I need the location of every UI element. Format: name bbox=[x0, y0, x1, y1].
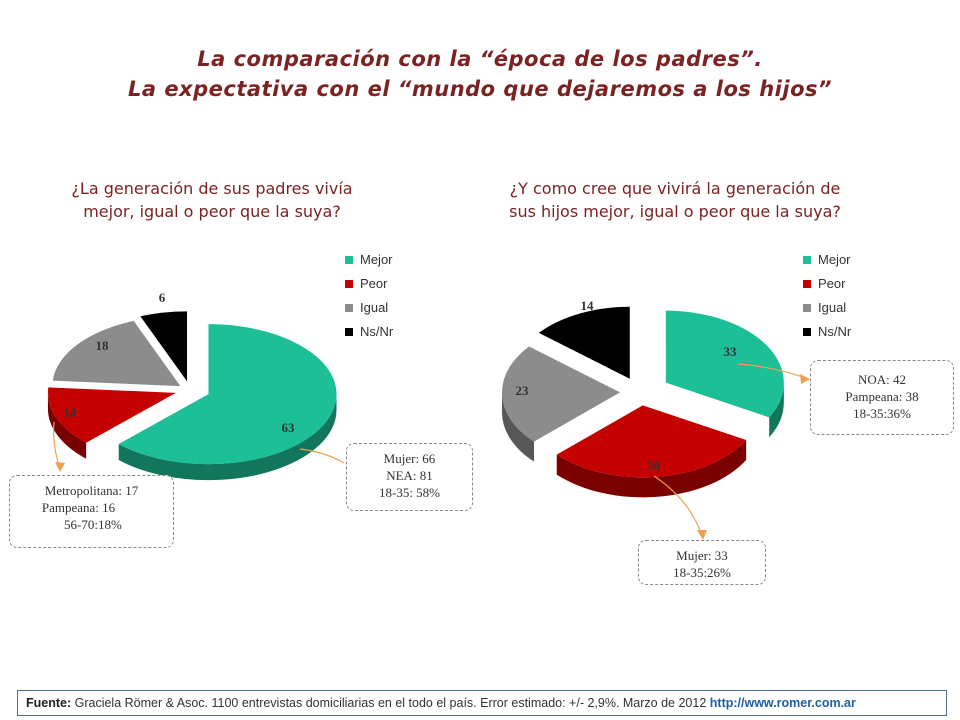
pie-chart-right: 33 30 23 14 Mejor Peor Igual Ns/Nr bbox=[502, 252, 852, 498]
chart-right-question: ¿Y como cree que vivirá la generación de… bbox=[509, 179, 841, 221]
arrow-head bbox=[697, 530, 707, 540]
arrow-left-mejor bbox=[299, 448, 345, 464]
arrow-right-peor bbox=[653, 475, 703, 537]
footer-url[interactable]: http://www.romer.com.ar bbox=[709, 696, 856, 710]
footer-label: Fuente: bbox=[26, 696, 72, 710]
pie-slice-igual: 18 bbox=[52, 320, 181, 387]
pie-value-label: 33 bbox=[724, 344, 738, 359]
pie-slice-top bbox=[118, 324, 337, 465]
legend-label: Mejor bbox=[360, 252, 393, 267]
pie-slice-top bbox=[538, 306, 630, 379]
legend-swatch bbox=[803, 328, 811, 336]
source-footer: Fuente: Graciela Römer & Asoc. 1100 entr… bbox=[17, 690, 947, 716]
arrow-head bbox=[800, 374, 810, 384]
arrow-right-mejor bbox=[737, 363, 807, 379]
callout-left-peor: Metropolitana: 17 Pampeana: 16 56-70:18% bbox=[9, 475, 174, 548]
callout-right-mejor: NOA: 42 Pampeana: 38 18-35:36% bbox=[810, 360, 954, 435]
legend-label: Ns/Nr bbox=[360, 324, 394, 339]
legend-swatch bbox=[803, 304, 811, 312]
pie-value-label: 14 bbox=[581, 298, 595, 313]
legend-label: Ns/Nr bbox=[818, 324, 852, 339]
pie-value-label: 23 bbox=[516, 383, 530, 398]
pie-slice-side bbox=[47, 392, 87, 459]
pie-slice-side bbox=[502, 392, 534, 462]
pie-slice-peor: 14 bbox=[47, 387, 176, 459]
pie-value-label: 30 bbox=[648, 458, 661, 473]
pie-slice-top bbox=[556, 405, 747, 478]
legend-swatch bbox=[803, 256, 811, 264]
legend-label: Peor bbox=[360, 276, 388, 291]
legend-swatch bbox=[345, 256, 353, 264]
legend-label: Mejor bbox=[818, 252, 851, 267]
pie-value-label: 63 bbox=[282, 420, 296, 435]
legend-label: Igual bbox=[360, 300, 388, 315]
pie-slice-peor: 30 bbox=[556, 405, 747, 498]
callout-arrows bbox=[53, 363, 810, 540]
pie-slice-mejor: 33 bbox=[665, 310, 784, 438]
pie-slice-nsnr: 14 bbox=[538, 298, 630, 379]
chart-left-question: ¿La generación de sus padres vivía mejor… bbox=[71, 179, 353, 221]
pie-slice-side bbox=[769, 382, 784, 438]
callout-left-mejor: Mujer: 66 NEA: 81 18-35: 58% bbox=[346, 443, 473, 511]
callout-right-peor: Mujer: 33 18-35:26% bbox=[638, 540, 766, 585]
pie-slice-top bbox=[665, 310, 784, 418]
pie-slice-nsnr: 6 bbox=[140, 290, 188, 382]
pie-slice-top bbox=[47, 387, 176, 443]
pie-slice-igual: 23 bbox=[502, 346, 621, 462]
title-line-1: La comparación con la “época de los padr… bbox=[197, 47, 763, 71]
legend-swatch bbox=[345, 304, 353, 312]
pie-slice-top bbox=[140, 311, 188, 382]
pie-charts: 63 14 18 6 Mejor Peor Igual Ns/Nr 33 30 23 14 Mejor… bbox=[47, 252, 852, 540]
pie-slice-mejor: 63 bbox=[118, 324, 337, 481]
pie-chart-left: 63 14 18 6 Mejor Peor Igual Ns/Nr bbox=[47, 252, 394, 481]
legend-swatch bbox=[345, 328, 353, 336]
title-line-2: La expectativa con el “mundo que dejarem… bbox=[127, 77, 833, 101]
footer-text: Graciela Römer & Asoc. 1100 entrevistas … bbox=[71, 696, 710, 710]
page-title: La comparación con la “época de los padr… bbox=[0, 44, 960, 104]
pie-value-label: 14 bbox=[64, 405, 78, 420]
legend-label: Peor bbox=[818, 276, 846, 291]
pie-slice-side bbox=[556, 440, 747, 498]
legend-swatch bbox=[803, 280, 811, 288]
arrow-head bbox=[55, 462, 65, 472]
pie-slice-top bbox=[52, 320, 181, 387]
pie-slice-side bbox=[118, 394, 337, 481]
pie-value-label: 18 bbox=[96, 338, 110, 353]
legend-label: Igual bbox=[818, 300, 846, 315]
pie-value-label: 6 bbox=[159, 290, 166, 305]
legend-swatch bbox=[345, 280, 353, 288]
pie-slice-top bbox=[502, 346, 621, 442]
